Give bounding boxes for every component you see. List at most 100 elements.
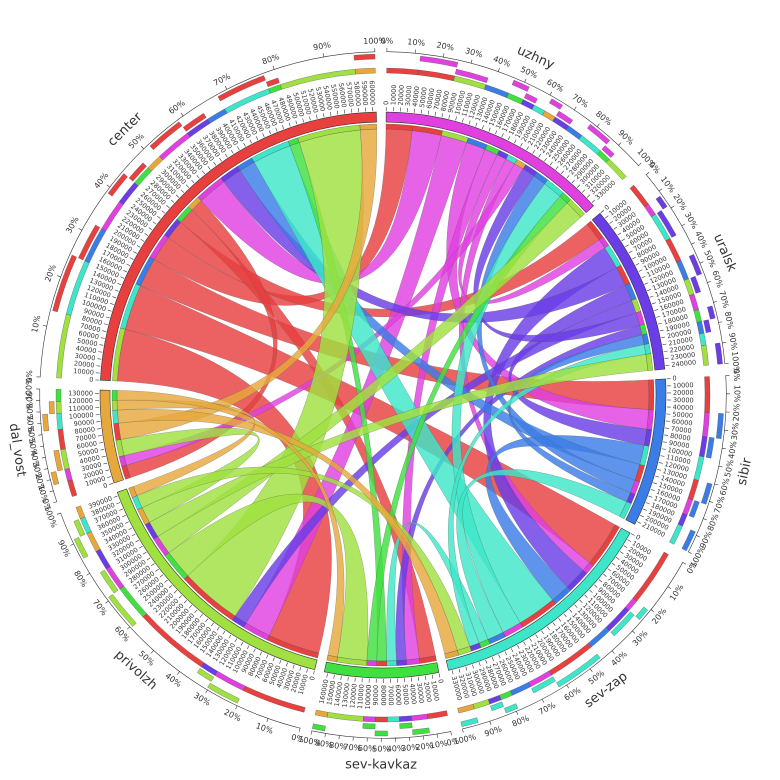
tick-mark (249, 139, 252, 144)
composition-segment (387, 716, 400, 723)
percent-label: 20% (671, 192, 688, 212)
percent-label: 30% (64, 215, 81, 235)
tick-mark (662, 343, 667, 345)
sector-ring (116, 488, 318, 670)
tick-mark (455, 116, 457, 121)
partner-strip (444, 650, 459, 659)
tick-mark (199, 614, 203, 618)
tick-mark (617, 232, 622, 236)
tick-label: 80000 (379, 685, 387, 706)
composition-segment (55, 389, 62, 402)
tick-label: 10000 (429, 680, 440, 702)
percent-label: 10% (407, 37, 426, 48)
composition-segment (689, 293, 699, 311)
tick-mark (507, 136, 511, 141)
tick-mark (526, 146, 529, 151)
tick-label: 140000 (333, 681, 345, 707)
tick-mark (663, 350, 668, 352)
percent-tick (105, 600, 109, 604)
tick-mark (205, 618, 209, 623)
percent-label: 70% (25, 415, 35, 434)
composition-segment (455, 68, 489, 83)
tick-label: 10000 (673, 381, 694, 390)
tick-label: 110000 (356, 684, 366, 709)
percent-label: 60% (710, 269, 724, 289)
tick-mark (637, 521, 641, 524)
composition-segment (149, 121, 183, 150)
sector-name: uralsk (710, 232, 739, 275)
tick-mark (644, 282, 649, 285)
tick-mark (116, 502, 121, 505)
percent-tick (631, 630, 636, 634)
composition-segment (587, 124, 611, 145)
percent-tick (699, 261, 704, 264)
tick-mark (97, 358, 102, 360)
tick-mark (574, 604, 578, 608)
percent-label: 100% (363, 36, 386, 46)
composition-segment (665, 238, 682, 263)
tick-mark (653, 482, 658, 485)
tick-mark (340, 675, 342, 680)
tick-mark (210, 622, 214, 627)
tick-mark (112, 296, 117, 299)
tick-mark (231, 150, 234, 154)
percent-tick (126, 626, 131, 630)
tick-mark (196, 175, 200, 179)
percent-label: 70% (212, 71, 232, 87)
tick-mark (579, 599, 583, 603)
tick-mark (150, 563, 155, 567)
composition-segment (703, 319, 712, 333)
tick-mark (336, 110, 339, 115)
tick-mark (607, 568, 612, 572)
tick-mark (431, 674, 434, 679)
composition-segment (690, 276, 701, 294)
tick-mark (155, 568, 159, 572)
percent-label: 10% (255, 721, 275, 736)
percent-tick (718, 321, 723, 323)
tick-label: 20000 (397, 85, 406, 106)
partner-strip (619, 501, 632, 520)
composition-segment (56, 413, 63, 430)
tick-mark (225, 153, 228, 158)
composition-segment (701, 344, 709, 366)
tick-label: 560000 (337, 82, 348, 108)
composition-segment (472, 699, 490, 710)
percent-label: 90% (24, 392, 33, 410)
partner-strip (645, 353, 654, 371)
percent-label: 20% (650, 606, 668, 626)
percent-tick (272, 65, 275, 70)
percent-tick (322, 53, 325, 58)
composition-segment (701, 482, 713, 505)
tick-mark (664, 357, 669, 359)
tick-mark (121, 515, 126, 518)
percent-tick (310, 730, 313, 735)
composition-segment (705, 437, 715, 459)
partner-strip (359, 123, 377, 131)
tick-mark (272, 657, 275, 662)
tick-mark (99, 344, 104, 346)
tick-label: 100000 (364, 684, 373, 709)
tick-mark (427, 110, 430, 115)
tick-mark (468, 120, 471, 125)
percent-label: 80% (329, 741, 348, 752)
tick-mark (619, 551, 624, 554)
partner-strip (326, 655, 338, 663)
percent-tick (709, 501, 714, 503)
tick-mark (237, 146, 240, 151)
percent-tick (106, 184, 111, 188)
tick-label: 130000 (341, 682, 352, 708)
tick-mark (603, 573, 607, 577)
tick-mark (189, 604, 193, 609)
tick-label: 50000 (401, 684, 411, 705)
composition-segment (704, 376, 711, 413)
tick-mark (129, 257, 134, 260)
composition-segment (610, 611, 635, 637)
composition-segment (419, 55, 459, 68)
composition-segment (531, 104, 546, 116)
percent-label: 80% (594, 109, 614, 127)
tick-label: 590000 (360, 81, 369, 106)
tick-mark (262, 133, 265, 138)
percent-tick (235, 705, 238, 710)
tick-mark (420, 109, 423, 114)
